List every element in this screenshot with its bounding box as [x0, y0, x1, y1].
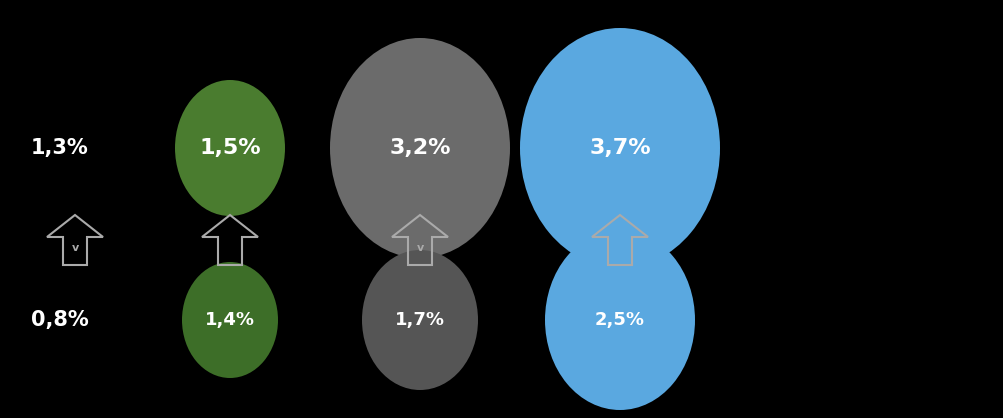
Text: 1,3%: 1,3% — [31, 138, 89, 158]
Text: 1,7%: 1,7% — [394, 311, 444, 329]
Text: 3,2%: 3,2% — [389, 138, 450, 158]
Text: 1,5%: 1,5% — [199, 138, 261, 158]
Text: 0,8%: 0,8% — [31, 310, 89, 330]
Ellipse shape — [520, 28, 719, 268]
Ellipse shape — [175, 80, 285, 216]
Text: 3,7%: 3,7% — [589, 138, 650, 158]
Text: v: v — [71, 243, 78, 253]
Text: 2,5%: 2,5% — [595, 311, 644, 329]
Ellipse shape — [330, 38, 510, 258]
Ellipse shape — [362, 250, 477, 390]
Ellipse shape — [182, 262, 278, 378]
Ellipse shape — [545, 230, 694, 410]
Text: v: v — [416, 243, 423, 253]
Text: 1,4%: 1,4% — [205, 311, 255, 329]
